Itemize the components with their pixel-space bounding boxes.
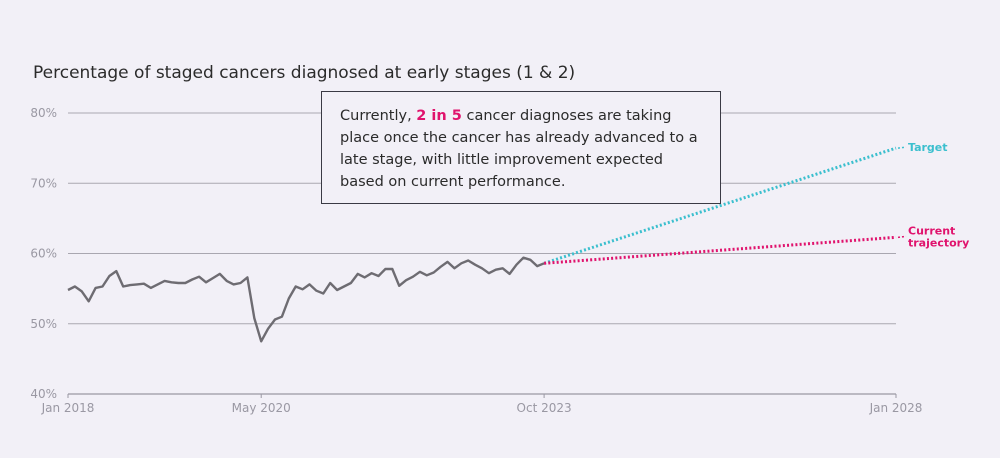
series-lines (67, 146, 897, 343)
series-label-leader (897, 146, 907, 149)
y-tick-label: 80% (30, 106, 57, 120)
series-line-current-trajectory (543, 235, 897, 265)
x-tick-label: Jan 2028 (869, 401, 923, 415)
annotation-highlight: 2 in 5 (416, 108, 462, 124)
y-tick-label: 40% (30, 387, 57, 401)
chart-title: Percentage of staged cancers diagnosed a… (33, 63, 576, 83)
series-label-leader (897, 235, 907, 239)
annotation-callout: Currently, 2 in 5 cancer diagnoses are t… (321, 91, 721, 204)
x-tick-label: Oct 2023 (517, 401, 572, 415)
series-label: Current trajectory (908, 224, 969, 249)
x-axis-ticks: Jan 2018 May 2020 Oct 2023 Jan 2028 (41, 394, 923, 415)
series-line-historical (67, 256, 545, 343)
series-labels: Target Current trajectory (897, 141, 969, 249)
annotation-text-before: Currently, (340, 108, 417, 124)
annotation-text-after: cancer diagnoses are taking place once t… (340, 108, 698, 190)
series-line-target (543, 146, 897, 265)
x-tick-label: May 2020 (232, 401, 291, 415)
x-tick-label: Jan 2018 (41, 401, 95, 415)
y-tick-label: 60% (30, 247, 57, 261)
y-tick-label: 70% (30, 176, 57, 190)
series-label: Target (908, 141, 948, 154)
y-axis-ticks: 40% 50% 60% 70% 80% (30, 106, 57, 401)
y-tick-label: 50% (30, 317, 57, 331)
